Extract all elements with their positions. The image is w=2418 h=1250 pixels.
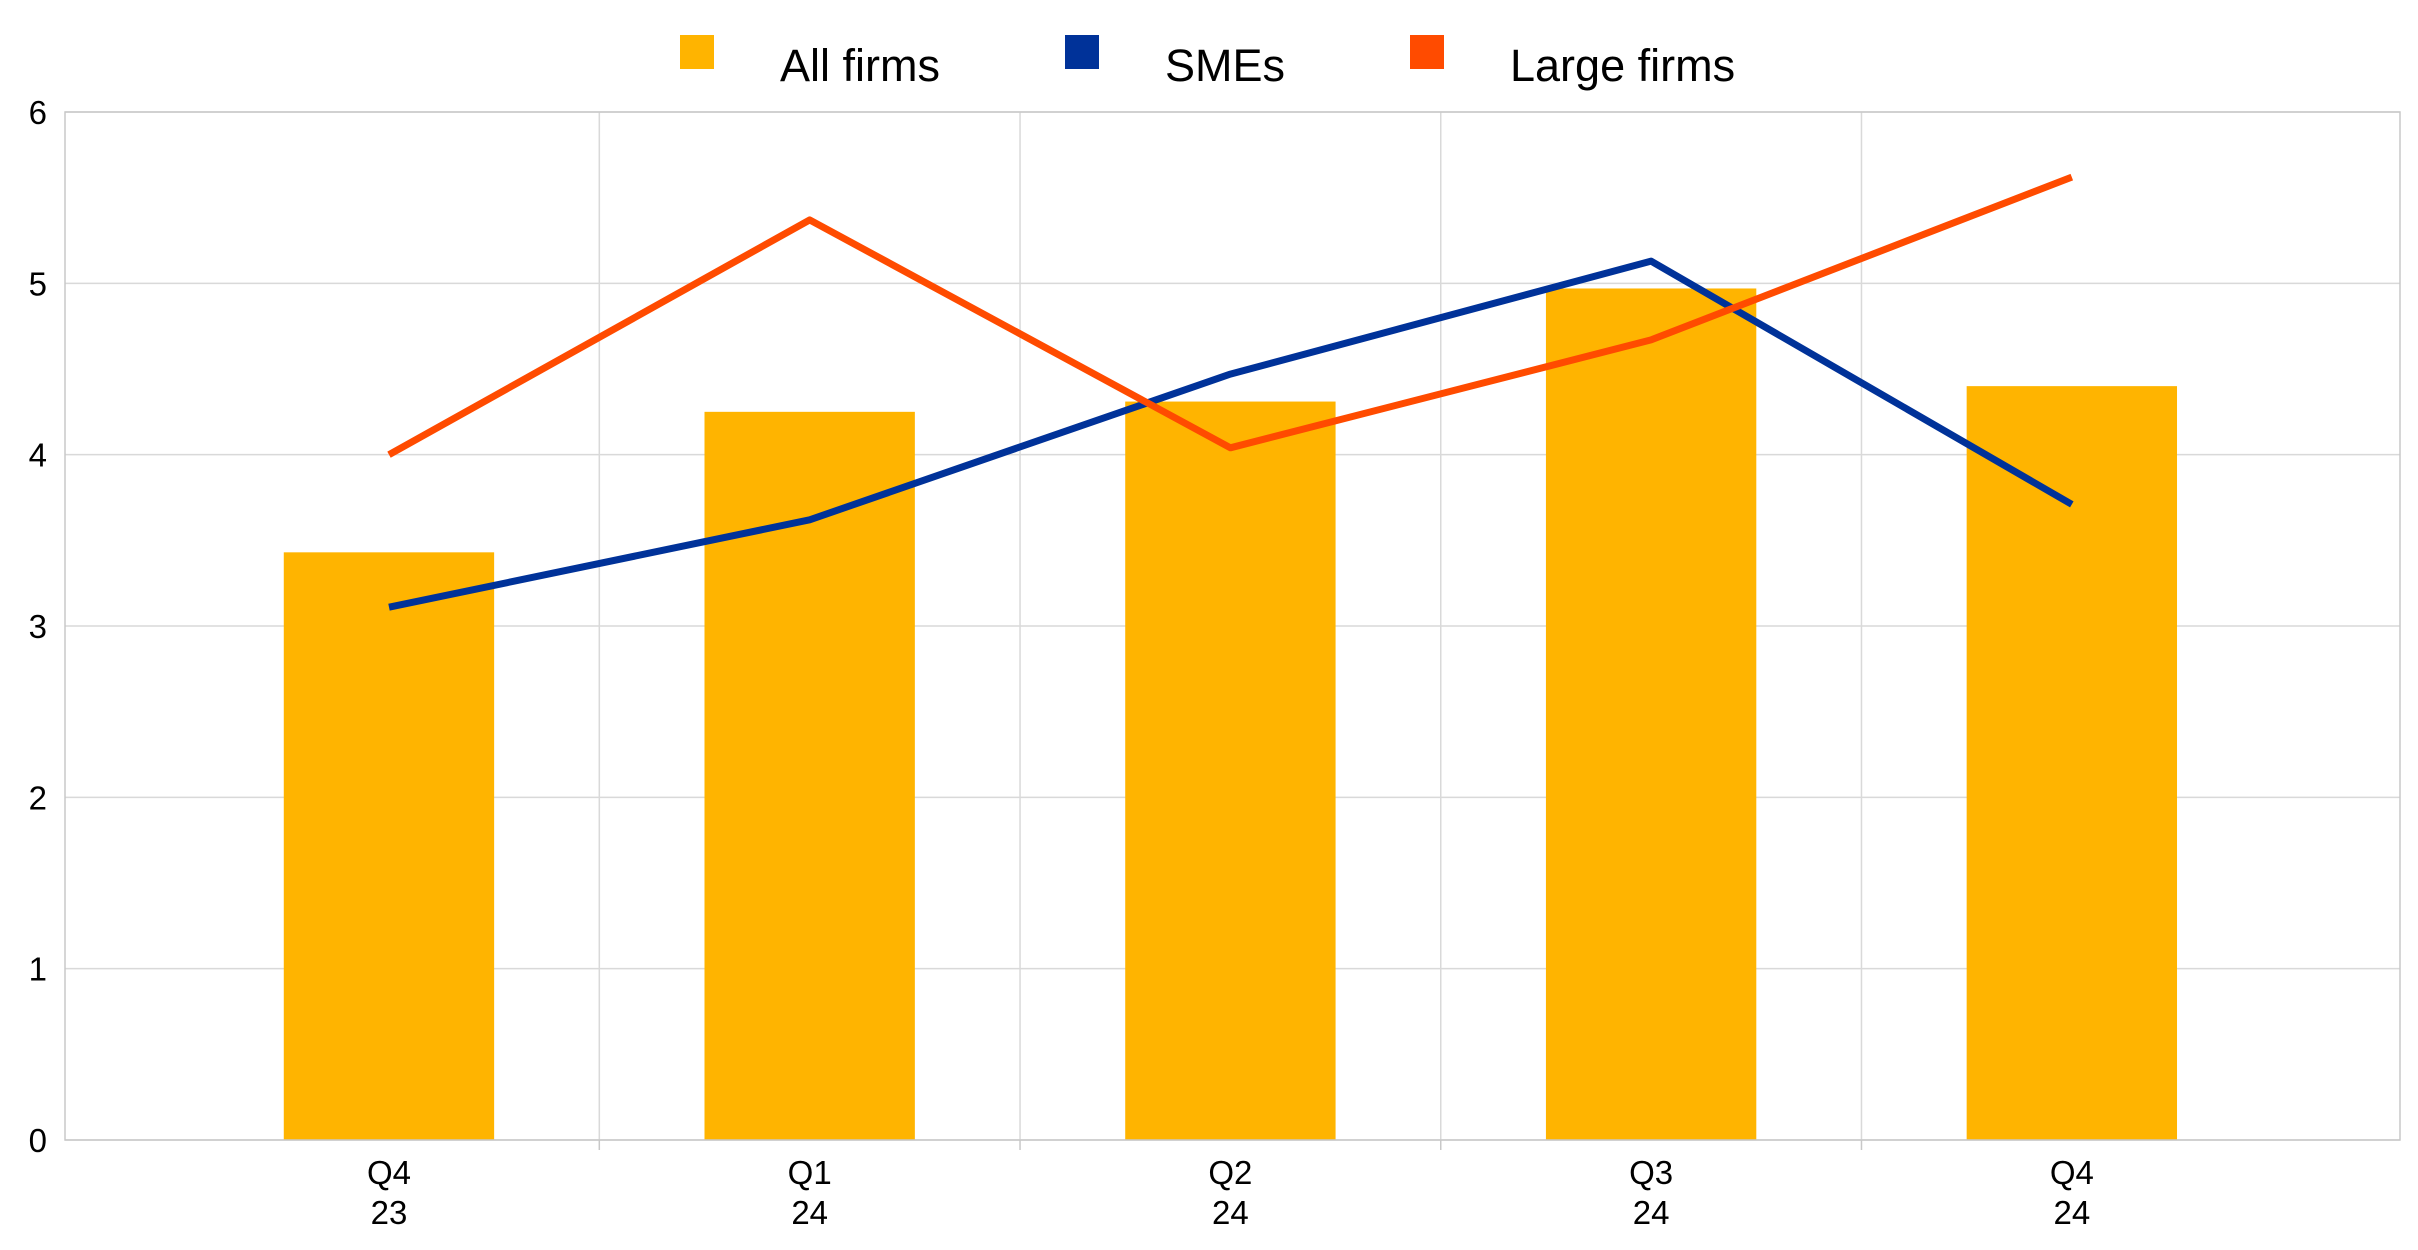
x-tick-label: 24 — [2053, 1194, 2090, 1231]
bar — [283, 552, 495, 1140]
bar — [1125, 401, 1336, 1140]
y-tick-label: 3 — [29, 608, 47, 645]
line-series — [387, 173, 2074, 611]
y-tick-label: 4 — [29, 437, 47, 474]
y-tick-label: 6 — [29, 94, 47, 131]
bar — [1966, 386, 2178, 1141]
legend-swatch — [1410, 35, 1444, 69]
legend-label: Large firms — [1510, 40, 1735, 91]
line-large-firms — [387, 173, 2074, 458]
legend-swatch — [680, 35, 714, 69]
x-tick-label: Q4 — [367, 1154, 411, 1191]
plot-frame — [64, 111, 2401, 1141]
line-smes — [388, 257, 2074, 611]
x-tick-label: 23 — [371, 1194, 408, 1231]
y-tick-label: 1 — [29, 951, 47, 988]
y-axis-tick-labels: 0 1 2 3 4 5 6 — [29, 94, 47, 1159]
x-tick-label: 24 — [1212, 1194, 1249, 1231]
x-tick-label: 24 — [1633, 1194, 1670, 1231]
x-tick-label: Q2 — [1208, 1154, 1252, 1191]
legend-label: All firms — [780, 40, 940, 91]
axes — [64, 111, 2401, 1150]
bar-series — [283, 288, 2178, 1141]
legend: All firms SMEs Large firms — [680, 35, 1735, 91]
y-tick-label: 2 — [29, 779, 47, 816]
x-tick-label: 24 — [791, 1194, 828, 1231]
legend-label: SMEs — [1165, 40, 1285, 91]
x-tick-label: Q3 — [1629, 1154, 1673, 1191]
y-tick-label: 0 — [29, 1122, 47, 1159]
x-tick-label: Q1 — [788, 1154, 832, 1191]
y-tick-label: 5 — [29, 265, 47, 302]
x-tick-label: Q4 — [2050, 1154, 2094, 1191]
legend-swatch — [1065, 35, 1099, 69]
bar — [1545, 288, 1757, 1140]
